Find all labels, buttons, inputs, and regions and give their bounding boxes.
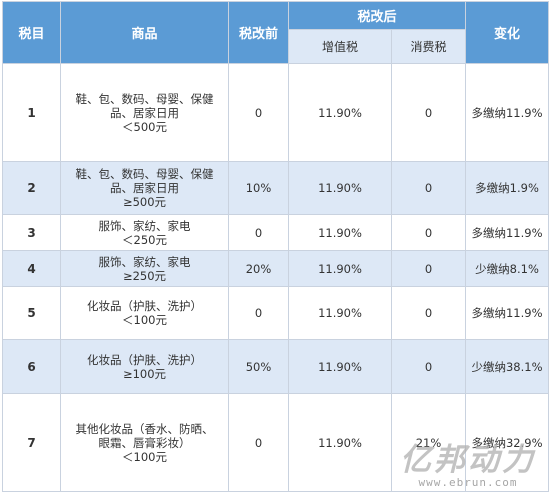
- row-vat: 11.90%: [288, 63, 392, 162]
- row-consumption: 0: [390, 339, 467, 394]
- row-change: 少缴纳8.1%: [465, 250, 550, 287]
- table-row: 3 服饰、家纺、家电 ＜250元 0 11.90% 0 多缴纳11.9%: [2, 214, 550, 251]
- table-row: 1 鞋、包、数码、母婴、保健 品、居家日用 ＜500元 0 11.90% 0 多…: [2, 63, 550, 162]
- product-line: 品、居家日用: [110, 181, 179, 195]
- product-line: ＜100元: [122, 449, 167, 464]
- row-before: 10%: [228, 161, 289, 215]
- product-line: 服饰、家纺、家电: [98, 254, 191, 269]
- row-vat: 11.90%: [288, 161, 392, 215]
- table-row: 6 化妆品（护肤、洗护） ≥100元 50% 11.90% 0 少缴纳38.1%: [2, 339, 550, 394]
- row-consumption: 0: [390, 250, 467, 287]
- row-before: 0: [228, 214, 289, 251]
- row-consumption: 0: [390, 161, 467, 215]
- row-before: 0: [228, 286, 289, 340]
- row-vat: 11.90%: [288, 339, 392, 394]
- row-id: 1: [2, 63, 61, 162]
- subheader-consumption: 消费税: [390, 29, 467, 64]
- row-product: 化妆品（护肤、洗护） ＜100元: [60, 286, 229, 340]
- subheader-vat: 增值税: [288, 29, 392, 64]
- header-before: 税改前: [228, 1, 289, 64]
- watermark-brand: 亿邦动力: [400, 442, 536, 478]
- row-id: 5: [2, 286, 61, 340]
- row-change: 多缴纳1.9%: [465, 161, 550, 215]
- row-consumption: 0: [390, 286, 467, 340]
- product-line: 鞋、包、数码、母婴、保健: [75, 167, 214, 181]
- product-line: ≥100元: [122, 366, 167, 381]
- product-line: 其他化妆品（香水、防晒、: [75, 421, 214, 436]
- row-id: 2: [2, 161, 61, 215]
- row-product: 鞋、包、数码、母婴、保健 品、居家日用 ＜500元: [60, 63, 229, 162]
- row-change: 多缴纳32.9%: [465, 393, 550, 492]
- product-line: ＜500元: [122, 119, 167, 134]
- header-product: 商品: [60, 1, 229, 64]
- product-line: ≥250元: [122, 268, 167, 283]
- header-tax-id: 税目: [2, 1, 61, 64]
- product-line: 鞋、包、数码、母婴、保健: [75, 91, 214, 106]
- row-consumption: 0: [390, 214, 467, 251]
- row-before: 50%: [228, 339, 289, 394]
- row-before: 20%: [228, 250, 289, 287]
- row-product: 服饰、家纺、家电 ＜250元: [60, 214, 229, 251]
- row-id: 7: [2, 393, 61, 492]
- row-id: 4: [2, 250, 61, 287]
- row-before: 0: [228, 393, 289, 492]
- watermark-logo: 亿邦动力 www.ebrun.com: [400, 444, 536, 489]
- row-vat: 11.90%: [288, 214, 392, 251]
- product-line: ＜100元: [122, 313, 167, 327]
- row-id: 6: [2, 339, 61, 394]
- row-product: 服饰、家纺、家电 ≥250元: [60, 250, 229, 287]
- product-line: 化妆品（护肤、洗护）: [87, 299, 202, 313]
- row-vat: 11.90%: [288, 393, 392, 492]
- product-line: 眼霜、唇膏彩妆）: [98, 435, 191, 450]
- row-consumption: 21%: [390, 393, 467, 492]
- row-consumption: 0: [390, 63, 467, 162]
- product-line: 品、居家日用: [110, 105, 179, 120]
- product-line: 服饰、家纺、家电: [98, 218, 191, 233]
- table-row: 4 服饰、家纺、家电 ≥250元 20% 11.90% 0 少缴纳8.1%: [2, 250, 550, 287]
- row-change: 少缴纳38.1%: [465, 339, 550, 394]
- row-before: 0: [228, 63, 289, 162]
- row-change: 多缴纳11.9%: [465, 286, 550, 340]
- row-id: 3: [2, 214, 61, 251]
- table-row: 5 化妆品（护肤、洗护） ＜100元 0 11.90% 0 多缴纳11.9%: [2, 286, 550, 340]
- row-vat: 11.90%: [288, 250, 392, 287]
- row-vat: 11.90%: [288, 286, 392, 340]
- row-product: 鞋、包、数码、母婴、保健 品、居家日用 ≥500元: [60, 161, 229, 215]
- header-after: 税改后: [287, 1, 467, 30]
- table-row: 2 鞋、包、数码、母婴、保健 品、居家日用 ≥500元 10% 11.90% 0…: [2, 161, 550, 215]
- header-change: 变化: [465, 1, 550, 64]
- watermark-url: www.ebrun.com: [418, 476, 518, 489]
- product-line: ≥500元: [122, 195, 167, 209]
- row-product: 其他化妆品（香水、防晒、 眼霜、唇膏彩妆） ＜100元: [60, 393, 229, 492]
- row-change: 多缴纳11.9%: [465, 63, 550, 162]
- product-line: 化妆品（护肤、洗护）: [87, 352, 202, 367]
- product-line: ＜250元: [122, 232, 167, 247]
- row-change: 多缴纳11.9%: [465, 214, 550, 251]
- table-row: 7 其他化妆品（香水、防晒、 眼霜、唇膏彩妆） ＜100元 0 11.90% 2…: [2, 393, 550, 492]
- row-product: 化妆品（护肤、洗护） ≥100元: [60, 339, 229, 394]
